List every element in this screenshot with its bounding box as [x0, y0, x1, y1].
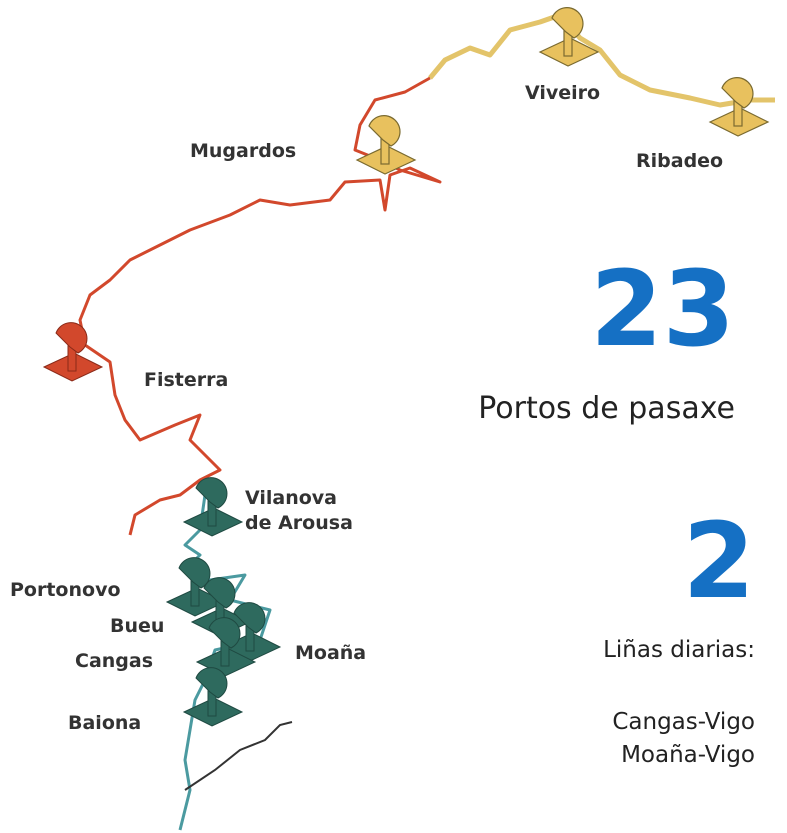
coast-teal: [178, 494, 272, 831]
stat-text: Moaña-Vigo: [621, 742, 755, 768]
coast-dark: [184, 721, 293, 791]
port-label: Portonovo: [10, 579, 121, 601]
port-label: Vilanova: [245, 487, 337, 509]
port-label: Baiona: [68, 712, 141, 734]
port-label: Cangas: [75, 650, 153, 672]
port-label: Ribadeo: [636, 150, 723, 172]
port-label: Viveiro: [525, 82, 600, 104]
stat-text: Liñas diarias:: [603, 637, 755, 663]
stat-number: 2: [683, 500, 755, 622]
stat-number: 23: [590, 248, 735, 370]
stat-text: Cangas-Vigo: [612, 709, 755, 735]
port-label: Moaña: [295, 642, 366, 664]
port-label: de Arousa: [245, 512, 353, 534]
coast-red: [78, 76, 442, 536]
port-label: Fisterra: [144, 369, 228, 391]
coast-yellow: [428, 12, 775, 108]
port-label: Mugardos: [190, 140, 296, 162]
port-label: Bueu: [110, 615, 164, 637]
stat-text: Portos de pasaxe: [478, 391, 735, 426]
